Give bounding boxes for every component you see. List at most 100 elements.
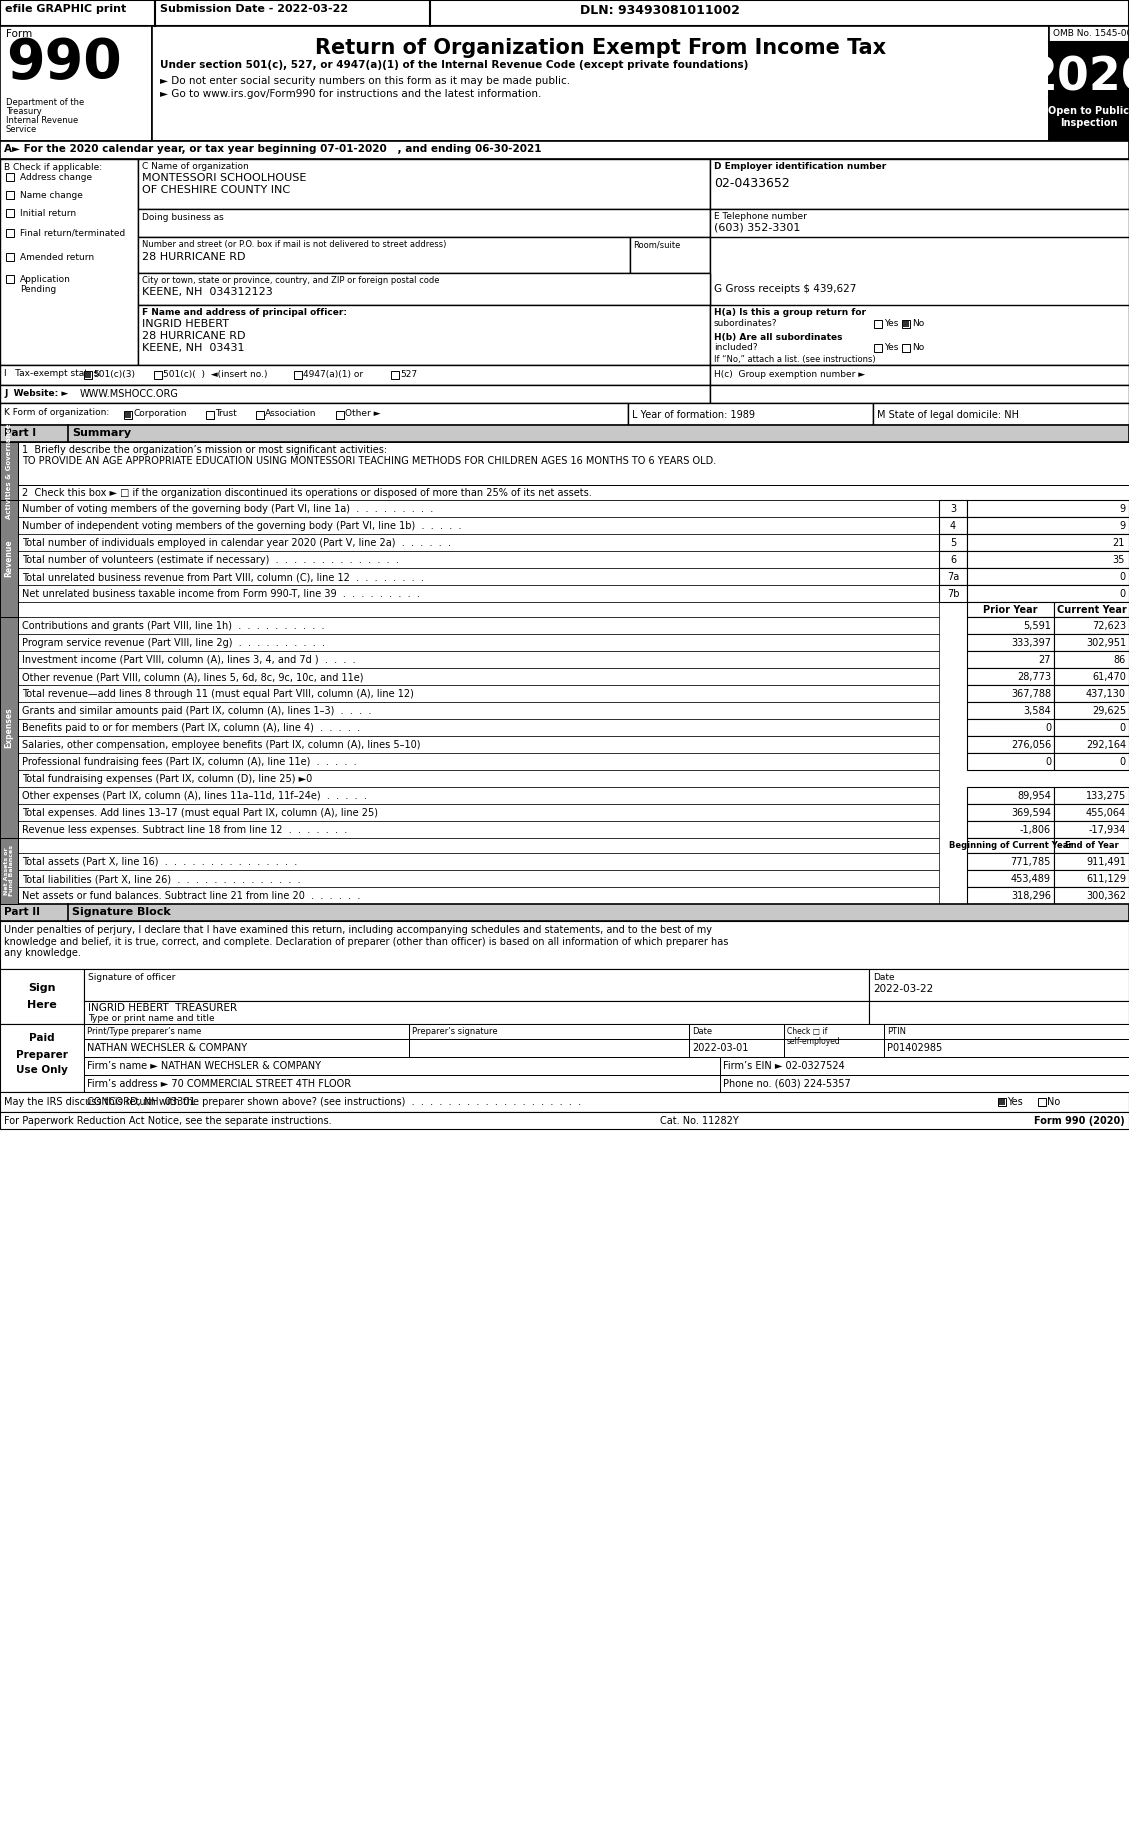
Text: Summary: Summary [72, 428, 131, 438]
Text: C Name of organization: C Name of organization [142, 163, 248, 172]
Bar [1054, 720, 1129, 736]
Bar [1054, 753, 1129, 769]
Text: Net assets or fund balances. Subtract line 21 from line 20  .  .  .  .  .  .: Net assets or fund balances. Subtract li… [21, 892, 360, 901]
Bar [968, 603, 1054, 618]
Bar [689, 1040, 784, 1058]
Text: 611,129: 611,129 [1086, 873, 1126, 884]
Bar [1054, 650, 1129, 669]
Text: TO PROVIDE AN AGE APPROPRIATE EDUCATION USING MONTESSORI TEACHING METHODS FOR CH: TO PROVIDE AN AGE APPROPRIATE EDUCATION … [21, 457, 716, 466]
Text: Number of independent voting members of the governing body (Part VI, line 1b)  .: Number of independent voting members of … [21, 521, 462, 532]
Text: 455,064: 455,064 [1086, 808, 1126, 818]
Bar [18, 552, 939, 568]
Text: Number of voting members of the governing body (Part VI, line 1a)  .  .  .  .  .: Number of voting members of the governin… [21, 504, 434, 513]
Bar [1049, 42, 1129, 97]
Text: Initial return: Initial return [20, 208, 76, 217]
Bar [884, 1023, 1129, 1040]
Bar [18, 769, 939, 787]
Text: Preparer: Preparer [16, 1049, 68, 1060]
Text: Total number of individuals employed in calendar year 2020 (Part V, line 2a)  . : Total number of individuals employed in … [21, 537, 450, 548]
Text: Application
Pending: Application Pending [20, 276, 71, 294]
Bar [18, 634, 939, 650]
Bar [968, 839, 1054, 853]
Bar [18, 736, 939, 753]
Text: J  Website: ►: J Website: ► [5, 389, 68, 398]
Text: 0: 0 [1044, 756, 1051, 767]
Text: Investment income (Part VIII, column (A), lines 3, 4, and 7d )  .  .  .  .: Investment income (Part VIII, column (A)… [21, 656, 356, 665]
Text: 72,623: 72,623 [1092, 621, 1126, 630]
Bar [939, 552, 968, 568]
Bar [1054, 702, 1129, 720]
Bar [903, 322, 909, 327]
Bar [720, 1074, 1129, 1093]
Bar [18, 568, 939, 585]
Text: 771,785: 771,785 [1010, 857, 1051, 868]
Bar [1054, 669, 1129, 685]
Text: City or town, state or province, country, and ZIP or foreign postal code: City or town, state or province, country… [142, 276, 439, 285]
Text: Room/suite: Room/suite [633, 239, 681, 248]
Bar [0, 385, 710, 404]
Bar [391, 371, 399, 378]
Bar [1054, 886, 1129, 904]
Text: Other ►: Other ► [345, 409, 380, 418]
Text: Number and street (or P.O. box if mail is not delivered to street address): Number and street (or P.O. box if mail i… [142, 239, 446, 248]
Bar [720, 1093, 1129, 1111]
Text: INGRID HEBERT  TREASURER: INGRID HEBERT TREASURER [88, 1003, 237, 1012]
Bar [0, 921, 1129, 968]
Text: 292,164: 292,164 [1086, 740, 1126, 751]
Bar [6, 252, 14, 261]
Text: 35: 35 [1112, 555, 1124, 565]
Bar [869, 1001, 1129, 1023]
Text: 501(c)(3): 501(c)(3) [93, 371, 135, 378]
Bar [998, 1098, 1006, 1105]
Text: 2  Check this box ► □ if the organization discontinued its operations or dispose: 2 Check this box ► □ if the organization… [21, 488, 592, 499]
Text: A► For the 2020 calendar year, or tax year beginning 07-01-2020   , and ending 0: A► For the 2020 calendar year, or tax ye… [5, 144, 542, 153]
Bar [968, 853, 1054, 870]
Bar [18, 839, 939, 853]
Text: INGRID HEBERT: INGRID HEBERT [142, 320, 229, 329]
Text: 133,275: 133,275 [1086, 791, 1126, 800]
Text: 7a: 7a [947, 572, 960, 583]
Bar [1054, 853, 1129, 870]
Bar [6, 192, 14, 199]
Bar [84, 1023, 409, 1040]
Text: Revenue less expenses. Subtract line 18 from line 12  .  .  .  .  .  .  .: Revenue less expenses. Subtract line 18 … [21, 826, 348, 835]
Text: F Name and address of principal officer:: F Name and address of principal officer: [142, 309, 347, 318]
Text: Inspection: Inspection [1060, 119, 1118, 128]
Bar [0, 839, 18, 904]
Text: 7b: 7b [947, 588, 960, 599]
Bar [18, 650, 939, 669]
Text: Other revenue (Part VIII, column (A), lines 5, 6d, 8c, 9c, 10c, and 11e): Other revenue (Part VIII, column (A), li… [21, 672, 364, 681]
Bar [18, 853, 939, 870]
Bar [710, 305, 1129, 365]
Text: 453,489: 453,489 [1010, 873, 1051, 884]
Text: Total assets (Part X, line 16)  .  .  .  .  .  .  .  .  .  .  .  .  .  .  .: Total assets (Part X, line 16) . . . . .… [21, 857, 297, 868]
Text: 4947(a)(1) or: 4947(a)(1) or [303, 371, 364, 378]
Text: Type or print name and title: Type or print name and title [88, 1014, 215, 1023]
Text: 2020: 2020 [1025, 55, 1129, 100]
Text: 5: 5 [949, 537, 956, 548]
Bar [874, 343, 882, 353]
Text: Under penalties of perjury, I declare that I have examined this return, includin: Under penalties of perjury, I declare th… [5, 924, 728, 957]
Text: KEENE, NH  034312123: KEENE, NH 034312123 [142, 287, 273, 298]
Text: Print/Type preparer’s name: Print/Type preparer’s name [87, 1027, 201, 1036]
Bar [0, 0, 1129, 26]
Bar [18, 787, 939, 804]
Bar [630, 238, 710, 272]
Bar [18, 685, 939, 702]
Bar [1054, 634, 1129, 650]
Text: OMB No. 1545-0047: OMB No. 1545-0047 [1053, 29, 1129, 38]
Bar [138, 238, 630, 272]
Bar [1054, 804, 1129, 820]
Bar [1049, 97, 1129, 141]
Text: Program service revenue (Part VIII, line 2g)  .  .  .  .  .  .  .  .  .  .: Program service revenue (Part VIII, line… [21, 638, 325, 649]
Bar [710, 385, 1129, 404]
Bar [18, 753, 939, 769]
Text: Total expenses. Add lines 13–17 (must equal Part IX, column (A), line 25): Total expenses. Add lines 13–17 (must eq… [21, 808, 378, 818]
Text: Beginning of Current Year: Beginning of Current Year [948, 840, 1073, 850]
Text: 21: 21 [1112, 537, 1124, 548]
Text: Here: Here [27, 999, 56, 1010]
Bar [1054, 839, 1129, 853]
Bar [968, 820, 1054, 839]
Bar [902, 320, 910, 329]
Bar [968, 886, 1054, 904]
